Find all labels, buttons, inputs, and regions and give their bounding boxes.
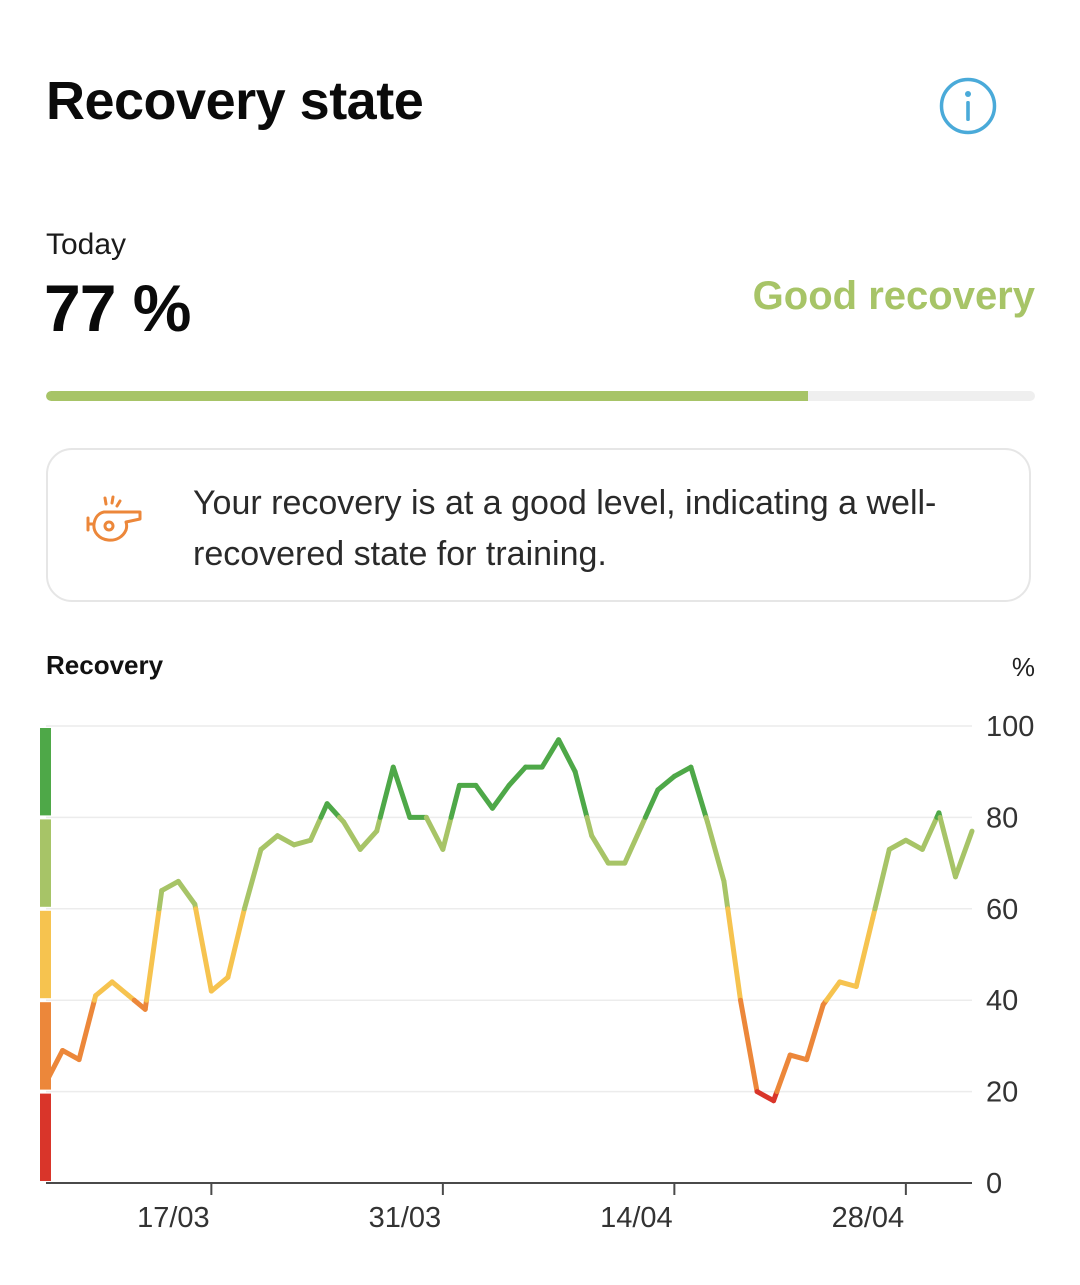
recovery-advice-text: Your recovery is at a good level, indica…	[193, 484, 937, 573]
recovery-line-segment	[837, 979, 859, 989]
recovery-line-segment	[357, 828, 380, 852]
recovery-line-segment	[473, 782, 495, 811]
recovery-line-segment	[642, 787, 661, 820]
recovery-line-segment	[584, 814, 595, 839]
x-tick-label: 14/04	[600, 1202, 673, 1234]
chart-unit: %	[1011, 652, 1035, 682]
recovery-line-segment	[109, 979, 132, 999]
recovery-line-segment	[622, 824, 644, 866]
today-label: Today	[46, 228, 127, 261]
recovery-line-segment	[76, 997, 97, 1063]
recovery-line-segment	[258, 833, 280, 852]
y-tick-label: 40	[986, 985, 1018, 1017]
zone-bar	[40, 819, 51, 907]
recovery-line-segment	[275, 833, 297, 848]
recovery-line-segment	[423, 814, 446, 852]
recovery-line-segment	[377, 764, 396, 820]
recovery-line-segment	[589, 833, 611, 866]
recovery-line-segment	[725, 906, 743, 1003]
recovery-line-segment	[175, 878, 198, 907]
recovery-status: Good recovery	[752, 274, 1035, 318]
y-tick-label: 60	[986, 894, 1018, 926]
recovery-line-segment	[937, 814, 958, 880]
recovery-line-segment	[156, 888, 165, 912]
recovery-line-segment	[671, 764, 694, 779]
recovery-line-segment	[774, 1052, 793, 1095]
recovery-line-segment	[853, 915, 876, 989]
recovery-line-segment	[324, 801, 343, 820]
zone-bar	[40, 910, 51, 999]
info-icon	[939, 77, 997, 135]
recovery-line-segment	[539, 737, 562, 770]
page-title: Recovery state	[46, 71, 424, 131]
recovery-line-segment	[43, 1047, 66, 1085]
recovery-progress-bar	[46, 391, 1035, 401]
recovery-line-segment	[952, 828, 975, 880]
zone-bar	[40, 1093, 51, 1181]
recovery-line-segment	[60, 1047, 82, 1063]
recovery-line-segment	[308, 814, 324, 843]
y-tick-label: 100	[986, 711, 1034, 743]
x-tick-label: 28/04	[832, 1202, 905, 1234]
y-tick-label: 0	[986, 1168, 1002, 1200]
recovery-advice-card: Your recovery is at a good level, indica…	[46, 448, 1031, 602]
whistle-icon	[86, 495, 142, 542]
recovery-progress-fill	[46, 391, 808, 401]
zone-bar	[40, 728, 51, 816]
chart-title: Recovery	[46, 650, 164, 680]
recovery-line-segment	[754, 1089, 777, 1104]
recovery-line-segment	[572, 769, 590, 820]
recovery-line-segment	[704, 819, 727, 884]
recovery-line-segment	[872, 846, 892, 912]
x-tick-label: 17/03	[137, 1202, 210, 1234]
recovery-percentage: 77 %	[44, 271, 191, 345]
recovery-line-segment	[208, 974, 231, 994]
recovery-line-segment	[440, 814, 454, 852]
recovery-line-segment	[919, 814, 940, 852]
zone-bar	[40, 1002, 51, 1090]
recovery-line-segment	[903, 837, 925, 852]
x-tick-label: 31/03	[369, 1202, 442, 1234]
recovery-chart: 0 20 40 60 80 100 17/03 31/03 14/04 28/04	[40, 711, 1034, 1234]
recovery-line-segment	[143, 906, 162, 1003]
recovery-line-segment	[225, 906, 247, 980]
recovery-line-segment	[823, 979, 843, 1003]
y-tick-label: 80	[986, 802, 1018, 834]
recovery-line-segment	[804, 1002, 826, 1063]
recovery-line-segment	[341, 819, 363, 852]
recovery-line-segment	[291, 837, 314, 848]
recovery-line-segment	[556, 737, 578, 775]
recovery-line-segment	[655, 773, 677, 793]
recovery-line-segment	[506, 764, 529, 788]
recovery-line-segment	[93, 979, 115, 999]
y-tick-label: 20	[986, 1077, 1018, 1109]
recovery-line-segment	[241, 846, 264, 912]
recovery-line-segment	[688, 764, 709, 820]
recovery-line-segment	[787, 1052, 810, 1063]
recovery-line-segment	[390, 764, 413, 820]
recovery-line-segment	[489, 782, 512, 811]
recovery-line-segment	[448, 782, 462, 820]
recovery-line-segment	[193, 906, 214, 994]
info-button[interactable]	[938, 76, 998, 136]
recovery-line-segment	[721, 878, 731, 912]
recovery-line-segment	[159, 878, 181, 894]
recovery-line-segment	[886, 837, 909, 852]
recovery-line-segment	[738, 997, 760, 1095]
